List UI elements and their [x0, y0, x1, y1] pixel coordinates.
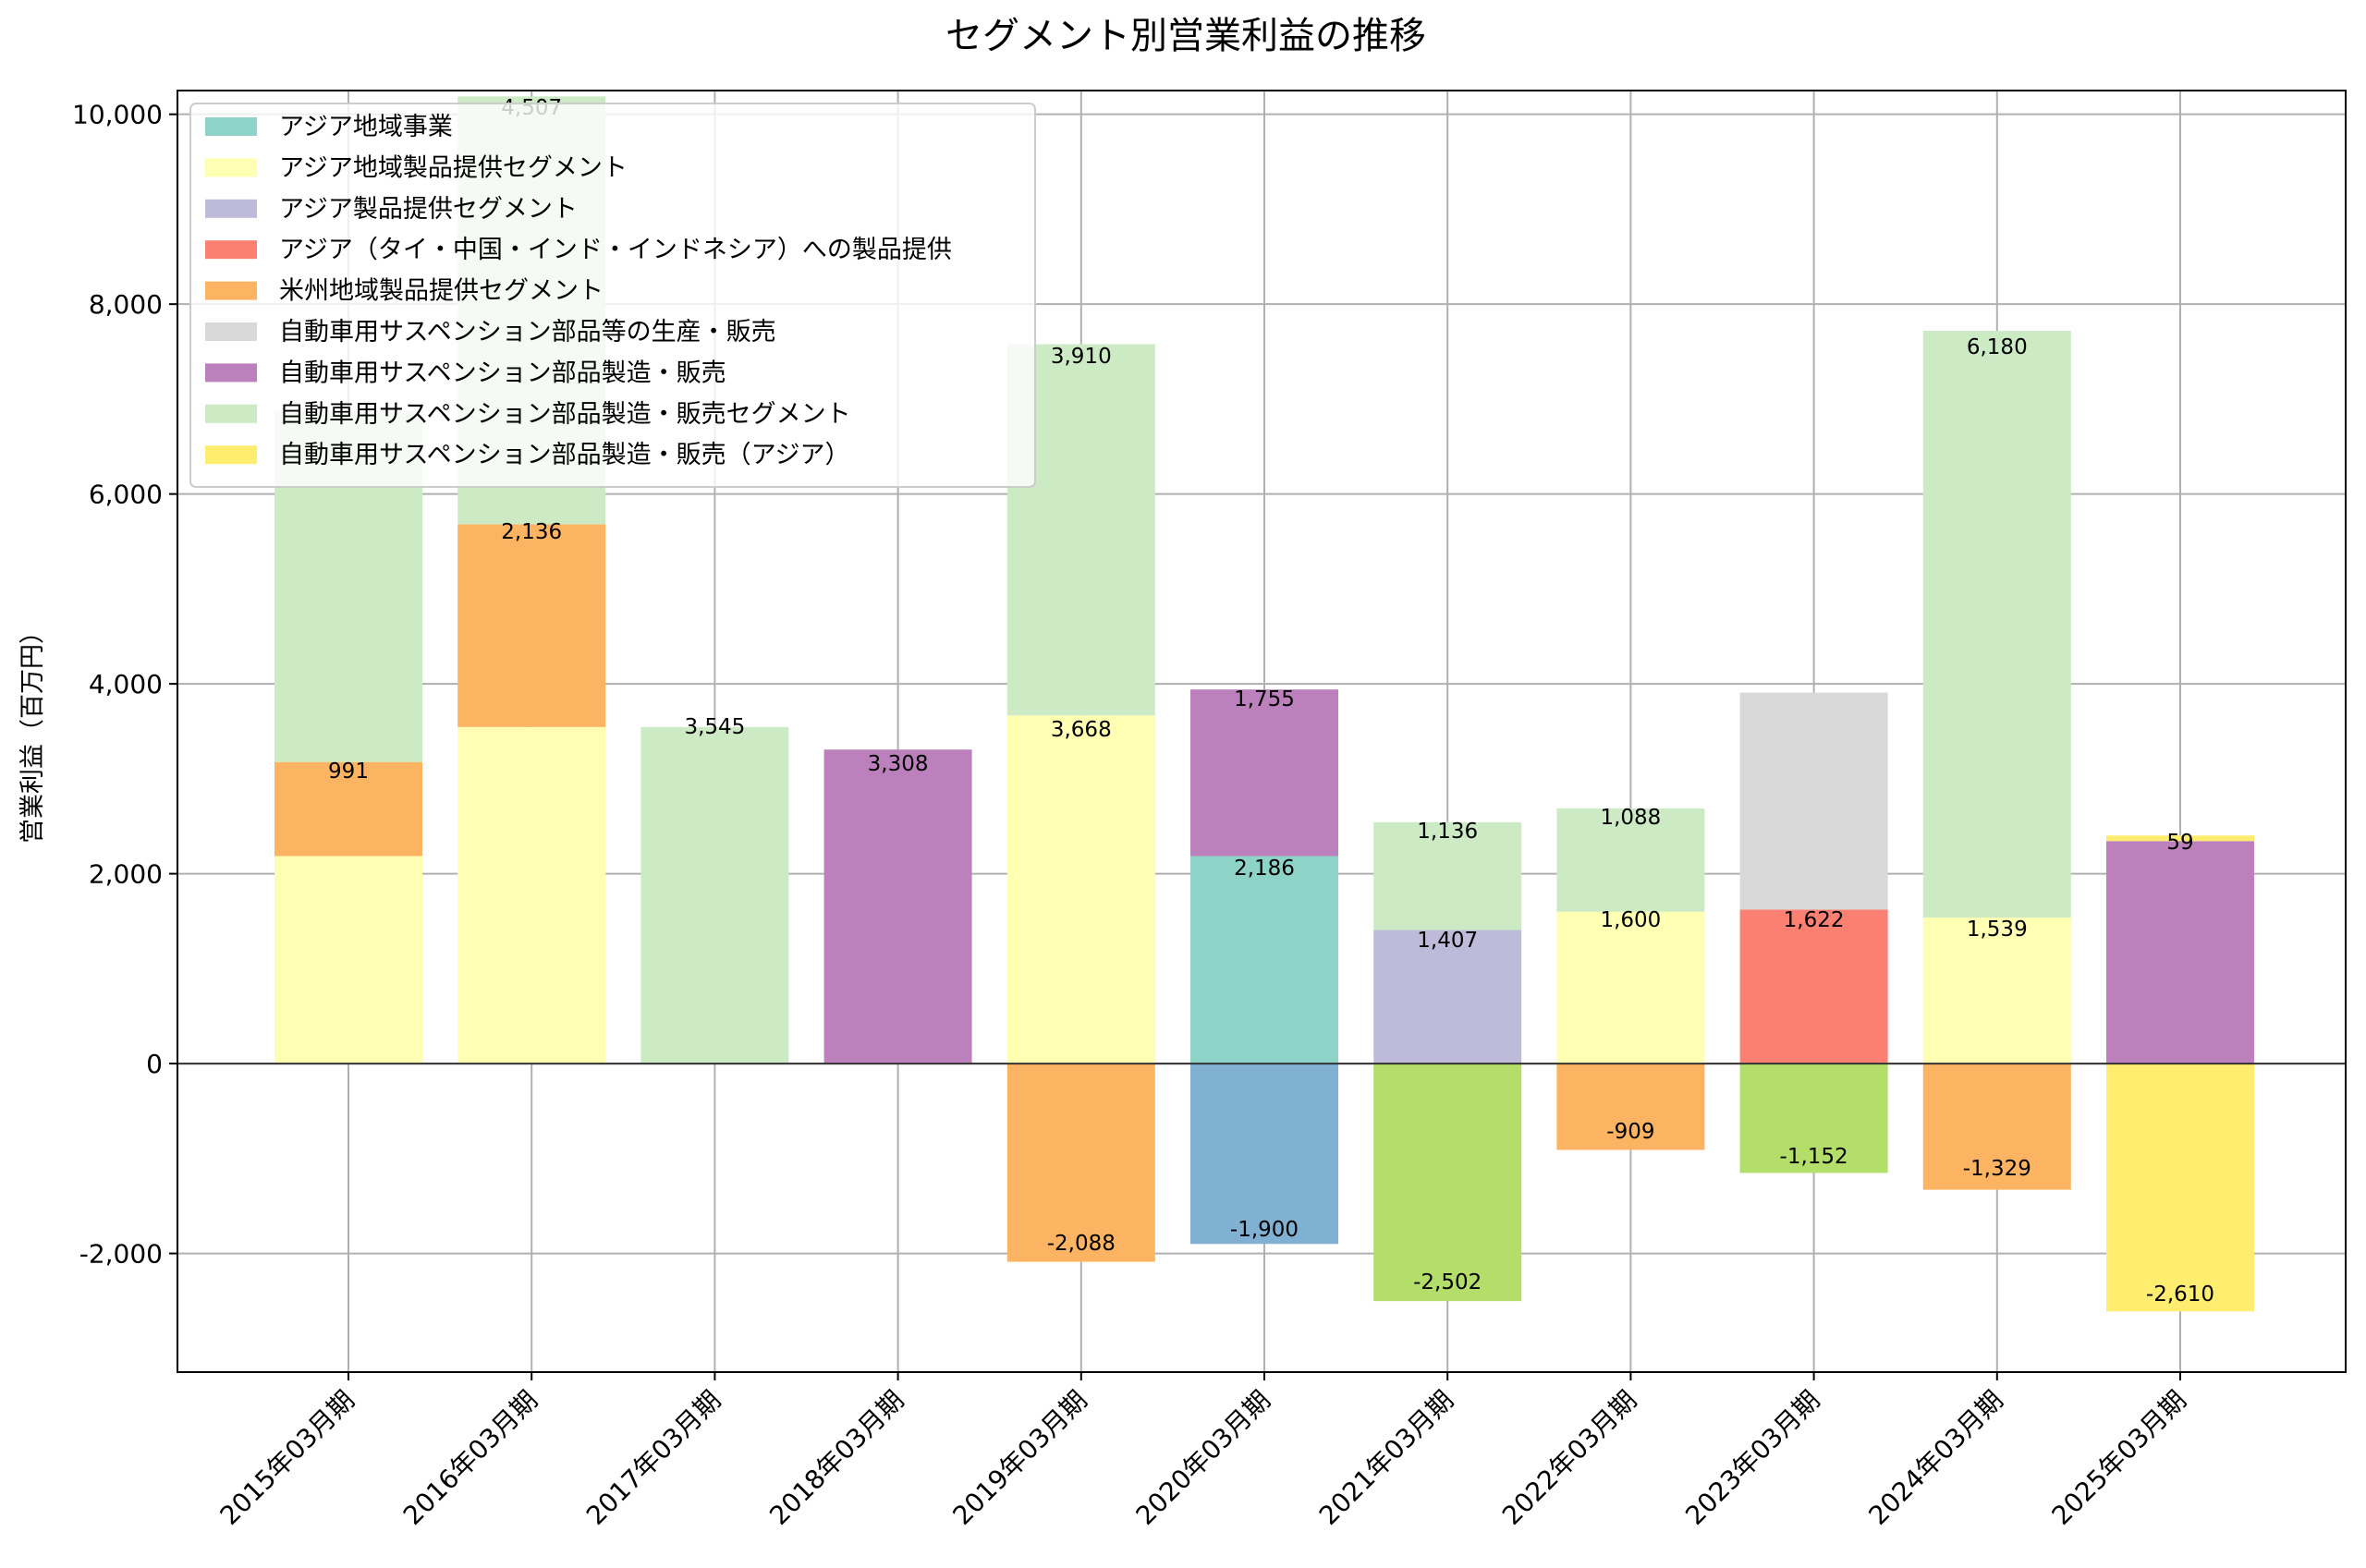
legend-swatch: [205, 158, 257, 177]
y-tick-label: 6,000: [89, 480, 163, 510]
bar-segment: [1556, 1064, 1705, 1150]
value-label: 3,668: [1051, 718, 1112, 742]
bar-segment: [457, 524, 606, 727]
bar-segment: [1739, 692, 1888, 910]
legend-item-label: アジア地域事業: [279, 113, 453, 141]
value-label: -2,088: [1047, 1232, 1116, 1256]
value-label: 1,755: [1234, 687, 1295, 711]
legend-swatch: [205, 404, 257, 423]
legend-item-label: アジア地域製品提供セグメント: [279, 153, 628, 182]
value-label: -1,900: [1230, 1218, 1299, 1242]
bar-segment: [2106, 841, 2254, 1064]
value-label: 6,180: [1967, 335, 2028, 359]
value-label: 59: [2166, 831, 2193, 855]
bar-segment: [1190, 856, 1338, 1064]
bar-segment: [1739, 909, 1888, 1064]
bar-segment: [1190, 1064, 1338, 1245]
y-tick-label: 4,000: [89, 669, 163, 699]
value-label: -909: [1606, 1120, 1654, 1144]
bar-segment: [1739, 1064, 1888, 1173]
legend-item-label: アジア製品提供セグメント: [279, 195, 578, 224]
bar-segment: [274, 761, 422, 857]
legend-swatch: [205, 363, 257, 383]
bar-segment: [1006, 715, 1155, 1064]
legend-item-label: 自動車用サスペンション部品製造・販売: [279, 359, 726, 387]
value-label: 2,136: [501, 520, 562, 544]
value-label: 1,600: [1600, 908, 1661, 932]
bar-segment: [823, 749, 972, 1064]
value-label: -1,152: [1780, 1145, 1848, 1169]
y-tick-label: 10,000: [72, 100, 163, 130]
y-tick-label: 8,000: [89, 289, 163, 320]
value-label: 3,308: [868, 752, 929, 776]
legend-box: [189, 103, 1036, 488]
legend-item-label: アジア（タイ・中国・インド・インドネシア）への製品提供: [279, 236, 952, 264]
value-label: 1,539: [1967, 918, 2028, 942]
value-label: 991: [328, 760, 369, 784]
bar-segment: [1556, 808, 1705, 912]
value-label: 1,622: [1784, 908, 1845, 932]
value-label: -2,610: [2146, 1282, 2214, 1307]
y-axis: -2,000 0 2,000 4,000 6,000 8,000 10,000: [72, 100, 177, 1270]
y-tick-label: 2,000: [89, 859, 163, 890]
chart-title: セグメント別営業利益の推移: [945, 15, 1426, 57]
legend-swatch: [205, 445, 257, 465]
value-label: -2,502: [1413, 1270, 1482, 1295]
y-tick-label: 0: [146, 1049, 163, 1079]
value-label: 1,088: [1600, 806, 1661, 830]
bar-segment: [1922, 1064, 2071, 1190]
value-label: -1,329: [1963, 1157, 2031, 1181]
bar-segment: [274, 856, 422, 1064]
value-label: 2,186: [1234, 857, 1295, 881]
value-label: 3,910: [1051, 345, 1112, 369]
bar-segment: [2106, 1064, 2254, 1312]
value-label: 1,136: [1417, 820, 1478, 844]
legend-item-label: 米州地域製品提供セグメント: [279, 277, 604, 306]
y-axis-label: 営業利益（百万円）: [18, 619, 47, 844]
legend: アジア地域事業アジア地域製品提供セグメントアジア製品提供セグメントアジア（タイ・…: [189, 103, 1036, 488]
legend-swatch: [205, 117, 257, 136]
bar-segment: [1556, 911, 1705, 1064]
legend-item-label: 自動車用サスペンション部品製造・販売セグメント: [279, 400, 851, 429]
bar-segment: [2106, 835, 2254, 842]
plot-frame: [177, 90, 2347, 1373]
bar-segment: [1373, 1064, 1522, 1302]
bar-segment: [1373, 930, 1522, 1064]
value-label: 3,545: [684, 715, 745, 739]
bar-segment: [1373, 821, 1522, 930]
y-tick-label: -2,000: [79, 1239, 163, 1270]
legend-item-label: 自動車用サスペンション部品等の生産・販売: [279, 318, 776, 346]
bar-segment: [457, 726, 606, 1064]
legend-swatch: [205, 281, 257, 300]
value-label: 1,407: [1417, 929, 1478, 953]
legend-swatch: [205, 240, 257, 260]
bar-segment: [640, 726, 789, 1064]
legend-swatch: [205, 199, 257, 218]
legend-swatch: [205, 322, 257, 341]
bar-segment: [1922, 917, 2071, 1064]
value-labels-layer: 9914,5072,1363,5453,3083,9103,668-2,0881…: [328, 96, 2214, 1307]
bar-segment: [1922, 331, 2071, 918]
bar-segment: [1190, 689, 1338, 857]
legend-item-label: 自動車用サスペンション部品製造・販売（アジア）: [279, 441, 850, 469]
bar-segment: [1006, 1064, 1155, 1262]
